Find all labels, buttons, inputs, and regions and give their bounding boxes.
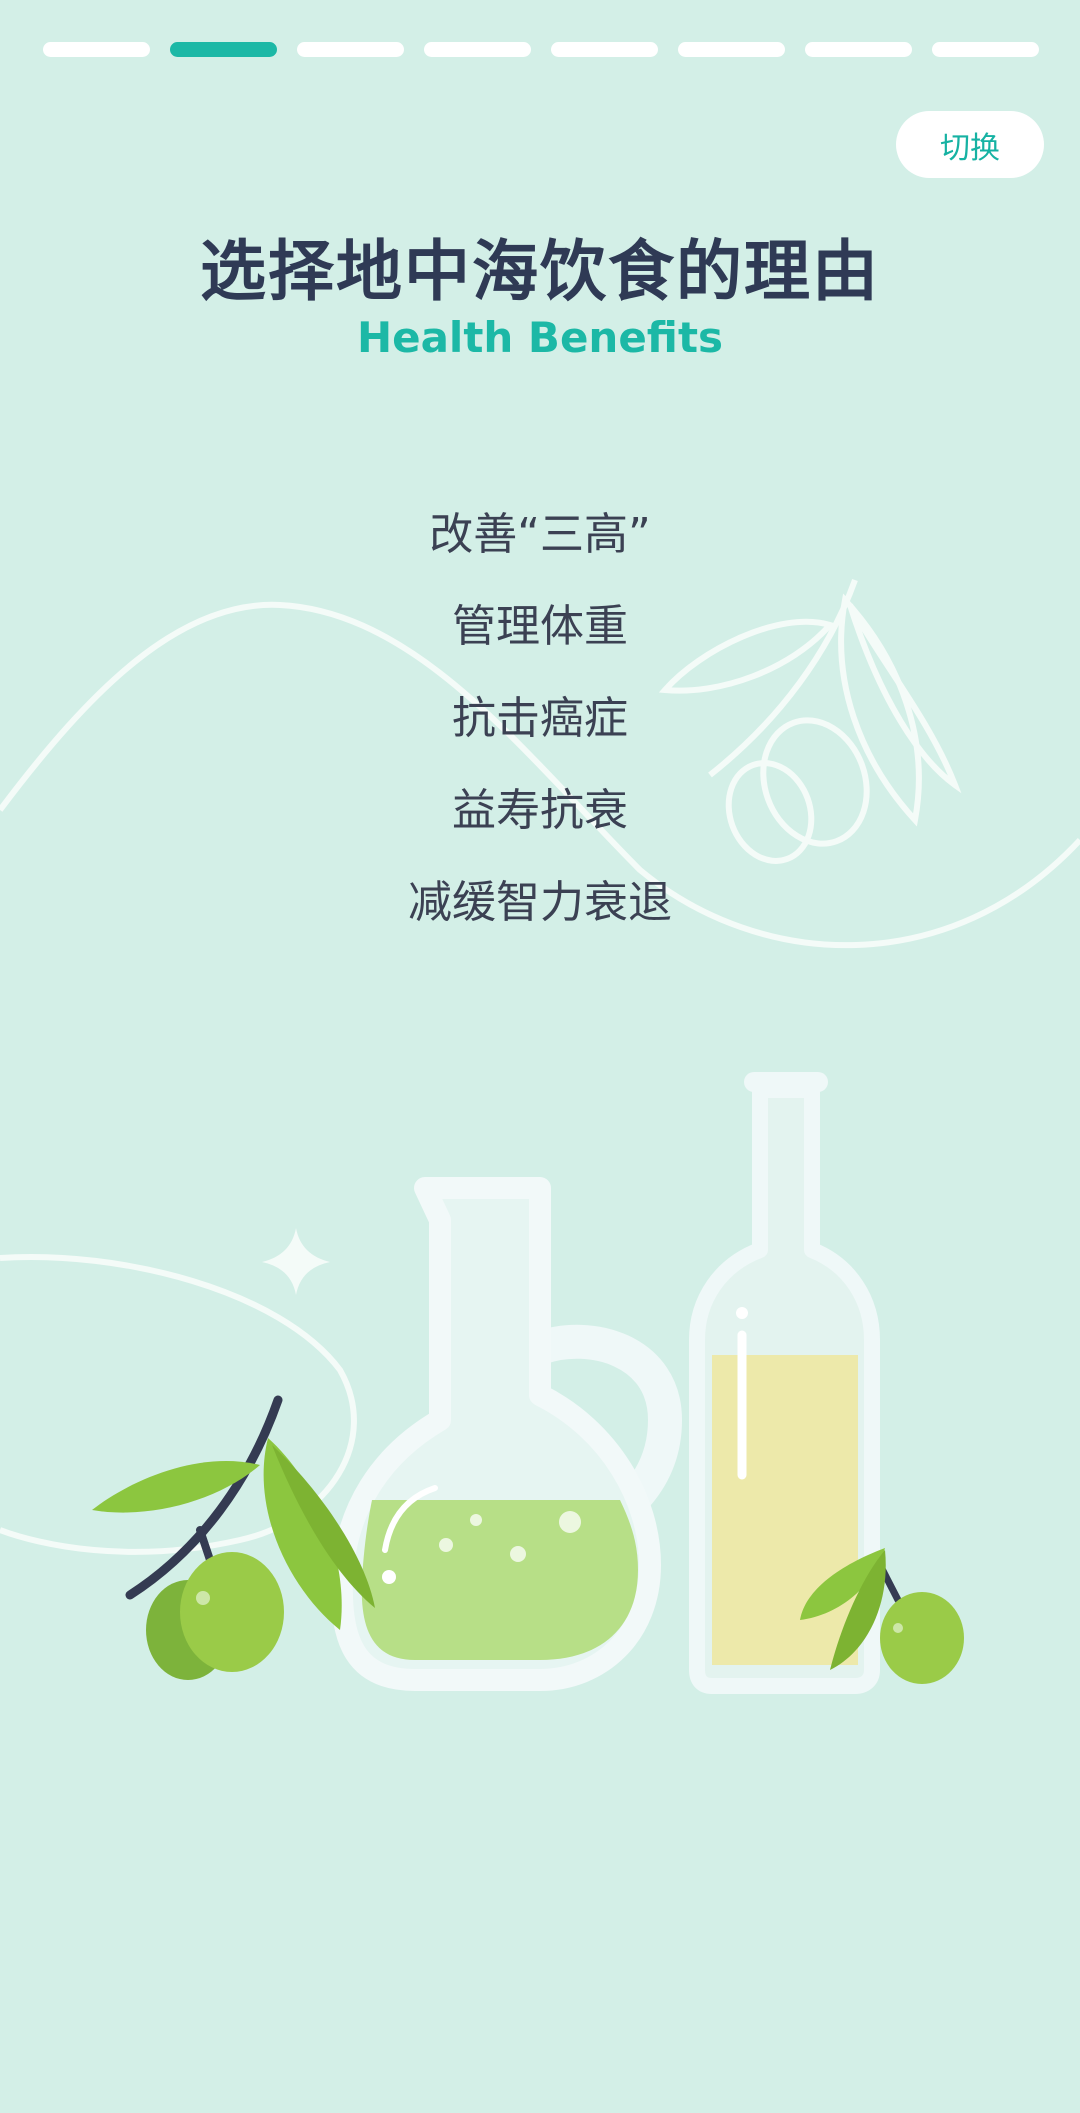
progress-segment [678,42,785,57]
progress-segment [297,42,404,57]
page-subtitle: Health Benefits [356,313,724,362]
progress-segment [43,42,150,57]
page-title: 选择地中海饮食的理由 [200,233,880,310]
progress-segment [551,42,658,57]
olive-branch-outline-icon [658,578,962,864]
benefit-item: 抗击癌症 [452,693,628,744]
switch-button[interactable]: 切换 [896,111,1044,178]
benefit-item: 减缓智力衰退 [408,877,672,928]
progress-indicator [43,42,1039,57]
progress-segment [932,42,1039,57]
benefit-item: 管理体重 [452,601,628,652]
olive-branch-icon [92,1395,375,1680]
oil-bottle-icon [689,1072,880,1694]
benefit-item: 益寿抗衰 [452,785,628,836]
progress-segment [805,42,912,57]
progress-segment-active [170,42,277,57]
flask-icon [330,1177,683,1691]
sparkle-icon [262,1228,330,1295]
benefit-item: 改善“三高” [429,509,651,560]
benefits-list: 改善“三高” 管理体重 抗击癌症 益寿抗衰 减缓智力衰退 [0,500,1080,960]
progress-segment [424,42,531,57]
olive-branch-icon [800,1548,964,1684]
